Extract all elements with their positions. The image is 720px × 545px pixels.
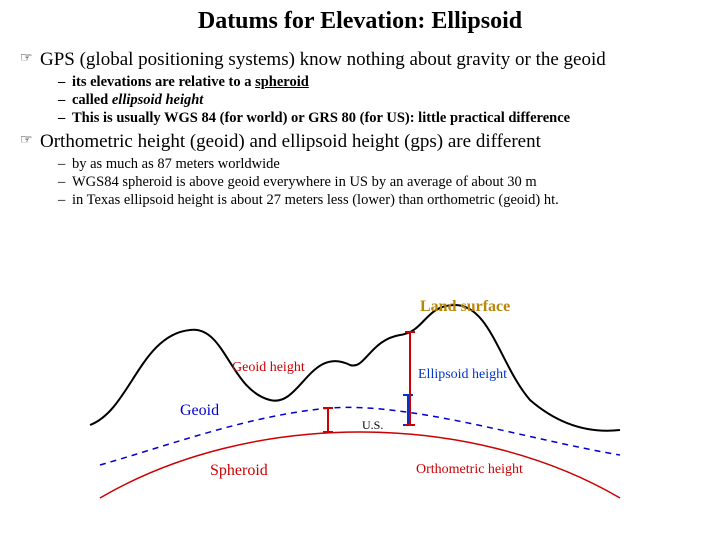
diagram-svg <box>0 280 720 540</box>
sub-1c-text: This is usually WGS 84 (for world) or GR… <box>72 110 570 126</box>
slide-title: Datums for Elevation: Ellipsoid <box>20 8 700 35</box>
sub-2a-text: by as much as 87 meters worldwide <box>72 156 280 172</box>
label-orthometric-height: Orthometric height <box>416 462 523 478</box>
bullet-2: ☞ Orthometric height (geoid) and ellipso… <box>20 131 700 153</box>
bullet-icon: ☞ <box>20 49 40 69</box>
sub-list-1: –its elevations are relative to a sphero… <box>58 73 700 127</box>
label-geoid-height: Geoid height <box>232 360 305 376</box>
sub-1a-term: spheroid <box>255 74 309 90</box>
label-geoid: Geoid <box>180 402 219 420</box>
bullet-1-text: GPS (global positioning systems) know no… <box>40 49 700 71</box>
label-land-surface: Land surface <box>420 298 510 316</box>
bullet-2-text: Orthometric height (geoid) and ellipsoid… <box>40 131 700 153</box>
slide-container: Datums for Elevation: Ellipsoid ☞ GPS (g… <box>0 0 720 540</box>
land-surface-curve <box>90 305 620 431</box>
bullet-icon: ☞ <box>20 131 40 151</box>
geoid-curve <box>100 407 620 465</box>
sub-list-2: –by as much as 87 meters worldwide –WGS8… <box>58 155 700 209</box>
sub-1c: –This is usually WGS 84 (for world) or G… <box>58 109 700 127</box>
sub-1a-pre: its elevations are relative to a <box>72 74 255 90</box>
bullet-1: ☞ GPS (global positioning systems) know … <box>20 49 700 71</box>
sub-1a: –its elevations are relative to a sphero… <box>58 73 700 91</box>
sub-2c: –in Texas ellipsoid height is about 27 m… <box>58 191 700 209</box>
elevation-diagram: Land surface Geoid height Ellipsoid heig… <box>0 280 720 540</box>
sub-1b: –called ellipsoid height <box>58 91 700 109</box>
sub-1b-pre: called <box>72 92 112 108</box>
label-spheroid: Spheroid <box>210 462 268 480</box>
label-ellipsoid-height: Ellipsoid height <box>418 367 507 383</box>
label-us: U.S. <box>362 418 383 433</box>
sub-2b: –WGS84 spheroid is above geoid everywher… <box>58 173 700 191</box>
sub-2c-text: in Texas ellipsoid height is about 27 me… <box>72 192 559 208</box>
sub-2b-text: WGS84 spheroid is above geoid everywhere… <box>72 174 537 190</box>
sub-2a: –by as much as 87 meters worldwide <box>58 155 700 173</box>
sub-1b-term: ellipsoid height <box>112 92 203 108</box>
